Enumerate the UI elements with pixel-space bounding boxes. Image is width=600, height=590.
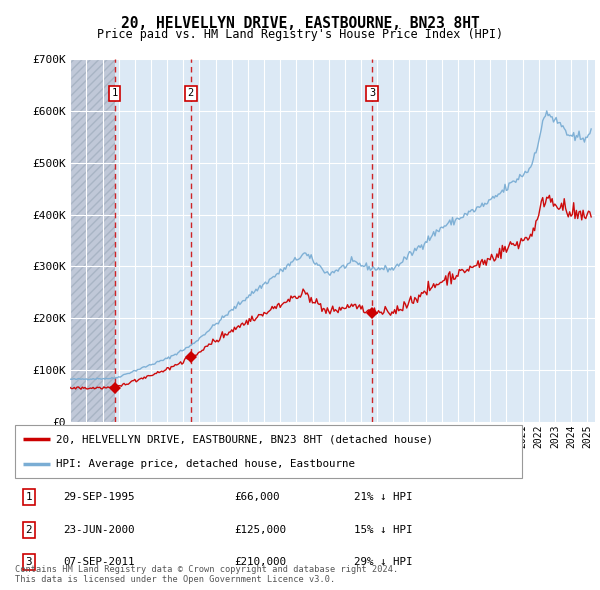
Text: £66,000: £66,000 bbox=[234, 492, 280, 502]
Text: 3: 3 bbox=[26, 557, 32, 567]
Text: 23-JUN-2000: 23-JUN-2000 bbox=[63, 525, 134, 535]
Text: Price paid vs. HM Land Registry's House Price Index (HPI): Price paid vs. HM Land Registry's House … bbox=[97, 28, 503, 41]
Text: 3: 3 bbox=[369, 88, 375, 99]
Text: 29-SEP-1995: 29-SEP-1995 bbox=[63, 492, 134, 502]
Text: 21% ↓ HPI: 21% ↓ HPI bbox=[354, 492, 413, 502]
Text: 1: 1 bbox=[112, 88, 118, 99]
Text: 20, HELVELLYN DRIVE, EASTBOURNE, BN23 8HT: 20, HELVELLYN DRIVE, EASTBOURNE, BN23 8H… bbox=[121, 16, 479, 31]
Text: £125,000: £125,000 bbox=[234, 525, 286, 535]
Text: Contains HM Land Registry data © Crown copyright and database right 2024.
This d: Contains HM Land Registry data © Crown c… bbox=[15, 565, 398, 584]
FancyBboxPatch shape bbox=[15, 425, 522, 478]
Text: 15% ↓ HPI: 15% ↓ HPI bbox=[354, 525, 413, 535]
Text: 20, HELVELLYN DRIVE, EASTBOURNE, BN23 8HT (detached house): 20, HELVELLYN DRIVE, EASTBOURNE, BN23 8H… bbox=[56, 434, 433, 444]
Text: 2: 2 bbox=[26, 525, 32, 535]
Text: £210,000: £210,000 bbox=[234, 557, 286, 567]
Text: HPI: Average price, detached house, Eastbourne: HPI: Average price, detached house, East… bbox=[56, 458, 355, 468]
Text: 2: 2 bbox=[188, 88, 194, 99]
Text: 1: 1 bbox=[26, 492, 32, 502]
Text: 07-SEP-2011: 07-SEP-2011 bbox=[63, 557, 134, 567]
Bar bbox=[70, 59, 115, 422]
Text: 29% ↓ HPI: 29% ↓ HPI bbox=[354, 557, 413, 567]
